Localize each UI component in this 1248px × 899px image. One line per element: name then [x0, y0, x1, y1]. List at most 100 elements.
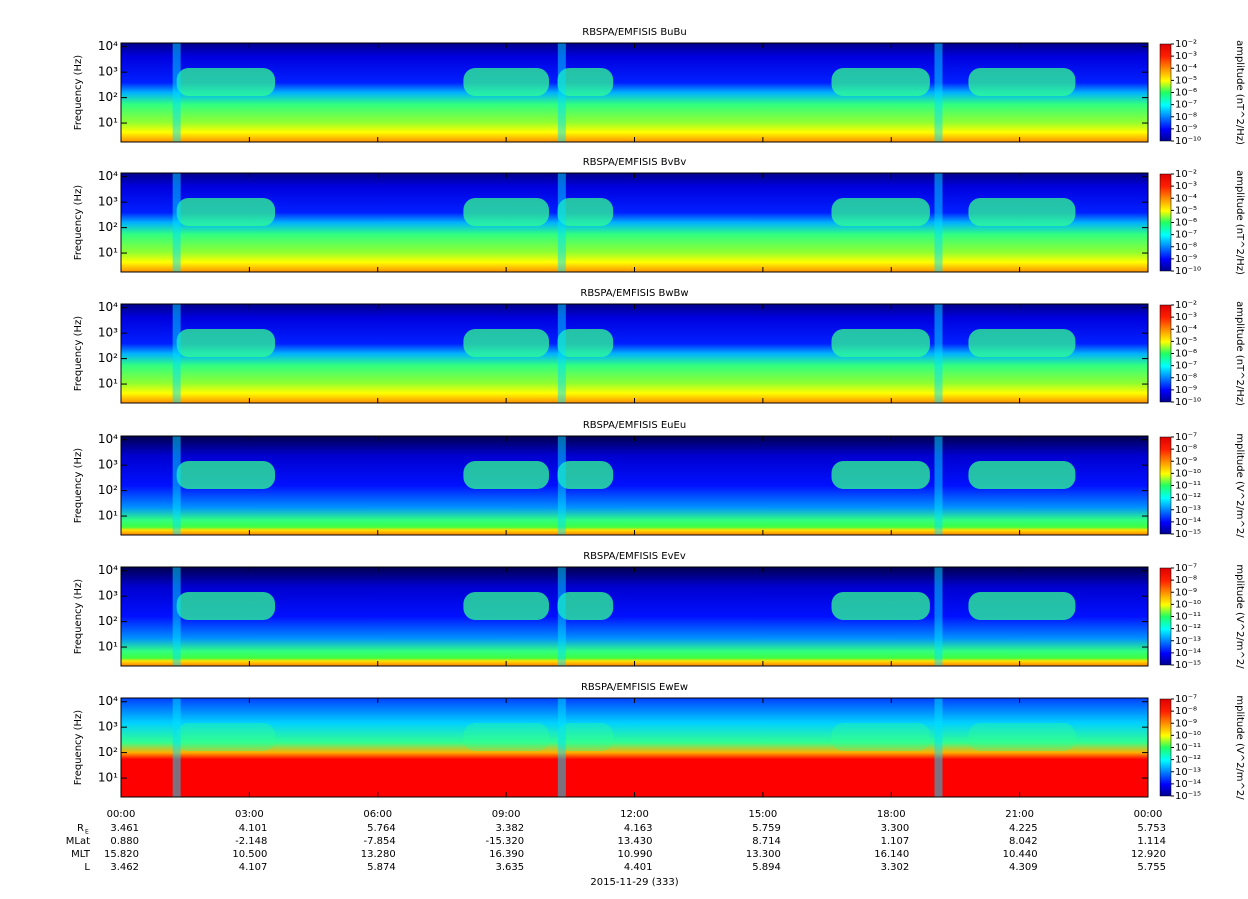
- y-axis-label: Frequency (Hz): [73, 185, 84, 261]
- panel-title: RBSPA/EMFISIS BuBu: [582, 27, 686, 38]
- ephemeris-value: 8.714: [752, 836, 781, 847]
- colorbar-tick-label: 10⁻¹¹: [1175, 743, 1201, 754]
- x-tick-label: 15:00: [748, 809, 777, 820]
- ephemeris-value: 3.382: [495, 823, 524, 834]
- y-tick-label: 10¹: [98, 771, 118, 785]
- colorbar-tick-label: 10⁻¹²: [1175, 493, 1201, 504]
- crossing: [172, 698, 181, 797]
- colorbar-tick-label: 10⁻²: [1175, 169, 1197, 180]
- emission-band: [968, 198, 1076, 226]
- y-tick-label: 10⁴: [98, 563, 118, 577]
- crossing: [172, 304, 181, 403]
- y-tick-label: 10⁴: [98, 694, 118, 708]
- y-tick-label: 10⁴: [98, 300, 118, 314]
- colorbar-label: mplitude (V^2/m^2/: [1234, 564, 1245, 669]
- emission-band: [463, 329, 549, 357]
- crossing: [557, 173, 566, 272]
- crossing: [934, 698, 943, 797]
- y-tick-label: 10¹: [98, 116, 118, 130]
- colorbar-tick-label: 10⁻¹⁰: [1175, 599, 1201, 610]
- colorbar: [1159, 436, 1172, 535]
- y-tick-label: 10¹: [98, 377, 118, 391]
- colorbar-tick-label: 10⁻⁷: [1175, 694, 1197, 705]
- colorbar-tick-label: 10⁻⁸: [1175, 112, 1197, 123]
- ephemeris-value: 8.042: [1009, 836, 1038, 847]
- colorbar: [1159, 698, 1172, 797]
- crossing: [934, 304, 943, 403]
- x-tick-label: 00:00: [107, 809, 136, 820]
- ephemeris-label: MLT: [71, 849, 91, 860]
- emission-band: [968, 68, 1076, 96]
- y-axis-label: Frequency (Hz): [73, 55, 84, 131]
- ephemeris-value: 3.635: [495, 862, 524, 873]
- y-axis-label: Frequency (Hz): [73, 316, 84, 392]
- ephemeris-value: 5.759: [752, 823, 781, 834]
- colorbar-tick-label: 10⁻¹³: [1175, 505, 1201, 516]
- colorbar-tick-label: 10⁻¹⁰: [1175, 468, 1201, 479]
- ephemeris-value: 5.874: [367, 862, 396, 873]
- colorbar-tick-label: 10⁻⁸: [1175, 706, 1197, 717]
- colorbar-tick-label: 10⁻⁷: [1175, 563, 1197, 574]
- x-tick-label: 09:00: [492, 809, 521, 820]
- crossing: [557, 43, 566, 142]
- colorbar-tick-label: 10⁻¹²: [1175, 624, 1201, 635]
- ephemeris-value: 16.390: [489, 849, 524, 860]
- emission-band: [463, 592, 549, 620]
- x-tick-label: 00:00: [1134, 809, 1163, 820]
- y-tick-label: 10³: [98, 720, 118, 734]
- colorbar-tick-label: 10⁻⁹: [1175, 254, 1197, 265]
- emission-band: [176, 198, 276, 226]
- colorbar-label: mplitude (V^2/m^2/: [1234, 695, 1245, 800]
- y-tick-label: 10¹: [98, 640, 118, 654]
- emission-band: [831, 68, 930, 96]
- colorbar-tick-label: 10⁻⁸: [1175, 575, 1197, 586]
- ephemeris-value: 13.430: [618, 836, 653, 847]
- ephemeris-value: 5.753: [1137, 823, 1166, 834]
- spectrogram-image: [121, 698, 1148, 797]
- colorbar-tick-label: 10⁻¹¹: [1175, 612, 1201, 623]
- y-axis-label: Frequency (Hz): [73, 448, 84, 524]
- ephemeris-value: 3.302: [881, 862, 910, 873]
- crossing: [557, 698, 566, 797]
- colorbar: [1159, 567, 1172, 666]
- colorbar-tick-label: 10⁻⁶: [1175, 349, 1197, 360]
- crossing: [934, 173, 943, 272]
- ephemeris-value: 4.225: [1009, 823, 1038, 834]
- y-tick-label: 10²: [98, 220, 118, 234]
- colorbar-tick-label: 10⁻⁹: [1175, 385, 1197, 396]
- ephemeris-value: 4.101: [239, 823, 268, 834]
- y-tick-label: 10²: [98, 351, 118, 365]
- ephemeris-value: 0.880: [110, 836, 139, 847]
- colorbar-label: mplitude (V^2/m^2/: [1234, 433, 1245, 538]
- y-tick-label: 10³: [98, 458, 118, 472]
- emission-band: [968, 592, 1076, 620]
- colorbar-tick-label: 10⁻²: [1175, 300, 1197, 311]
- ephemeris-label: MLat: [66, 836, 90, 847]
- colorbar-tick-label: 10⁻⁷: [1175, 100, 1197, 111]
- y-axis-label: Frequency (Hz): [73, 710, 84, 786]
- emission-band: [463, 198, 549, 226]
- colorbar-tick-label: 10⁻⁵: [1175, 205, 1197, 216]
- ephemeris-value: 5.894: [752, 862, 781, 873]
- crossing: [557, 304, 566, 403]
- y-tick-label: 10⁴: [98, 169, 118, 183]
- colorbar: [1159, 43, 1172, 142]
- colorbar-tick-label: 10⁻²: [1175, 39, 1197, 50]
- emission-band: [968, 329, 1076, 357]
- x-tick-label: 03:00: [235, 809, 264, 820]
- colorbar-tick-label: 10⁻⁶: [1175, 218, 1197, 229]
- ephemeris-value: -15.320: [486, 836, 525, 847]
- colorbar-tick-label: 10⁻³: [1175, 181, 1197, 192]
- y-tick-label: 10²: [98, 483, 118, 497]
- ephemeris-value: 13.280: [361, 849, 396, 860]
- y-tick-label: 10²: [98, 90, 118, 104]
- emission-band: [463, 461, 549, 489]
- emission-band: [831, 329, 930, 357]
- crossing: [934, 567, 943, 666]
- ephemeris-value: 15.820: [104, 849, 139, 860]
- colorbar-tick-label: 10⁻⁷: [1175, 432, 1197, 443]
- y-tick-label: 10²: [98, 745, 118, 759]
- emission-band: [176, 461, 276, 489]
- ephemeris-value: -2.148: [235, 836, 267, 847]
- y-tick-label: 10⁴: [98, 39, 118, 53]
